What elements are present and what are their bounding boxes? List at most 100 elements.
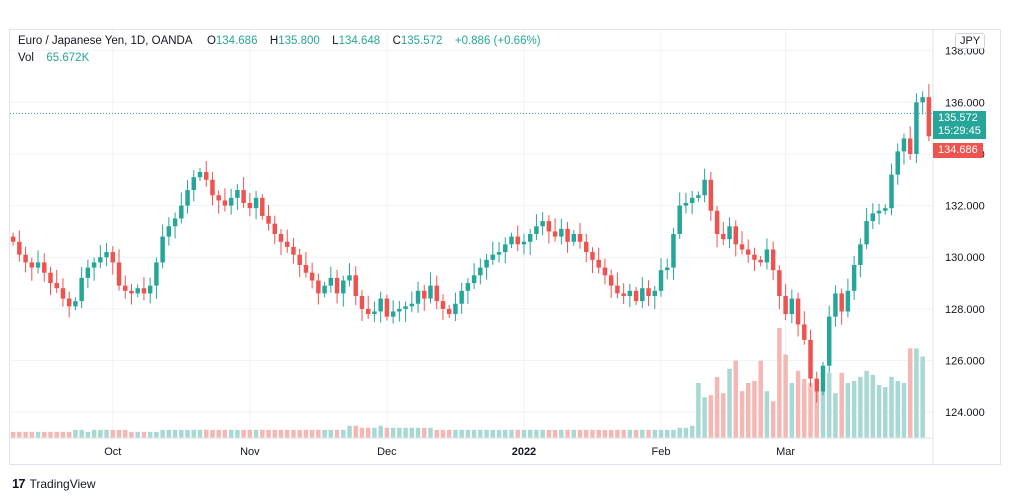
candle-body (116, 262, 122, 286)
candle-body (926, 97, 932, 137)
volume-bar (808, 383, 813, 438)
volume-bar (920, 356, 925, 438)
price-axis[interactable]: 138.000136.000134.000132.000130.000128.0… (932, 30, 985, 464)
volume-bar (627, 429, 633, 438)
volume-bar (689, 425, 695, 438)
candle-body (328, 277, 334, 286)
candle-body (253, 197, 259, 209)
candle-body (889, 174, 894, 209)
candle-body (35, 262, 41, 268)
candle-body (615, 285, 620, 294)
volume-bar (870, 374, 876, 438)
currency-button[interactable]: JPY (955, 33, 986, 49)
candle-body (309, 272, 315, 281)
volume-bar (185, 429, 190, 438)
candle-body (266, 215, 271, 224)
candle-body (415, 290, 421, 304)
volume-bar (770, 401, 776, 438)
volume-bar (721, 393, 726, 438)
volume-bars (10, 328, 925, 438)
candle-body (378, 298, 383, 312)
candle-body (677, 205, 682, 234)
volume-bar (253, 429, 259, 438)
candle-body (565, 228, 570, 242)
volume-bar (166, 429, 172, 438)
candle-body (334, 277, 340, 294)
candle-body (851, 264, 857, 291)
candle-body (652, 290, 658, 296)
candle-body (876, 210, 882, 214)
candle-body (602, 267, 608, 276)
candle-body (521, 241, 527, 245)
volume-bar (10, 431, 16, 438)
volume-bar (422, 427, 427, 438)
symbol-title[interactable]: Euro / Japanese Yen, 1D, OANDA (18, 35, 193, 47)
brand-name[interactable]: TradingView (29, 476, 96, 491)
volume-bar (777, 328, 782, 438)
candle-body (640, 288, 645, 302)
chart-frame[interactable] (9, 29, 1001, 465)
candle-body (664, 267, 670, 271)
candle-body (235, 190, 240, 198)
volume-bar (359, 427, 365, 438)
volume-bar (471, 429, 477, 438)
candle-body (203, 172, 209, 180)
volume-bar (316, 429, 321, 438)
volume-bar (602, 429, 608, 438)
candle-body (434, 285, 439, 302)
candle-body (397, 308, 402, 312)
candle-body (166, 226, 172, 237)
volume-bar (85, 431, 91, 438)
candle-body (621, 293, 626, 296)
candle-body (241, 190, 246, 204)
candle-body (185, 190, 190, 206)
candle-body (216, 195, 221, 201)
candle-body (752, 254, 757, 260)
volume-bar (783, 354, 788, 438)
candle-body (465, 283, 471, 291)
candle-body (359, 295, 365, 309)
volume-bar (758, 360, 763, 438)
volume-bar (820, 389, 826, 438)
tradingview-logo-icon[interactable]: 17 (12, 476, 26, 491)
candle-body (73, 301, 78, 307)
candle-body (10, 236, 16, 242)
volume-bar (559, 429, 564, 438)
candle-body (210, 179, 215, 196)
volume-bar (764, 391, 770, 438)
time-axis[interactable]: Oct Nov Dec 2022 Feb Mar (10, 437, 932, 458)
volume-bar (895, 380, 900, 438)
candle-body (907, 138, 913, 154)
candle-body (316, 280, 321, 294)
volume-bar (191, 429, 197, 438)
candle-body (901, 138, 907, 152)
candle-body (708, 179, 714, 211)
candle-body (783, 295, 788, 315)
volume-bar (577, 429, 583, 438)
x-tick-label: Feb (652, 446, 671, 458)
volume-bar (858, 376, 863, 438)
candle-body (833, 293, 838, 317)
volume-bar (752, 380, 757, 438)
candle-body (714, 210, 720, 234)
candle-body (54, 283, 59, 289)
close-value: 135.572 (400, 35, 443, 47)
candle-body (341, 280, 346, 294)
candle-body (85, 267, 91, 278)
volume-bar (409, 427, 415, 438)
candle-body (770, 249, 776, 271)
candle-body (696, 195, 701, 198)
volume-bar (365, 427, 371, 438)
candle-body (272, 223, 278, 234)
volume-bar (60, 431, 66, 438)
candle-body (247, 203, 253, 209)
volume-bar (303, 429, 309, 438)
candle-body (197, 172, 203, 178)
volume-label: Vol (18, 52, 34, 64)
volume-bar (478, 429, 483, 438)
volume-bar (17, 431, 22, 438)
x-tick-label: Oct (104, 446, 121, 458)
candle-body (453, 303, 458, 315)
open-label: O (206, 35, 216, 47)
